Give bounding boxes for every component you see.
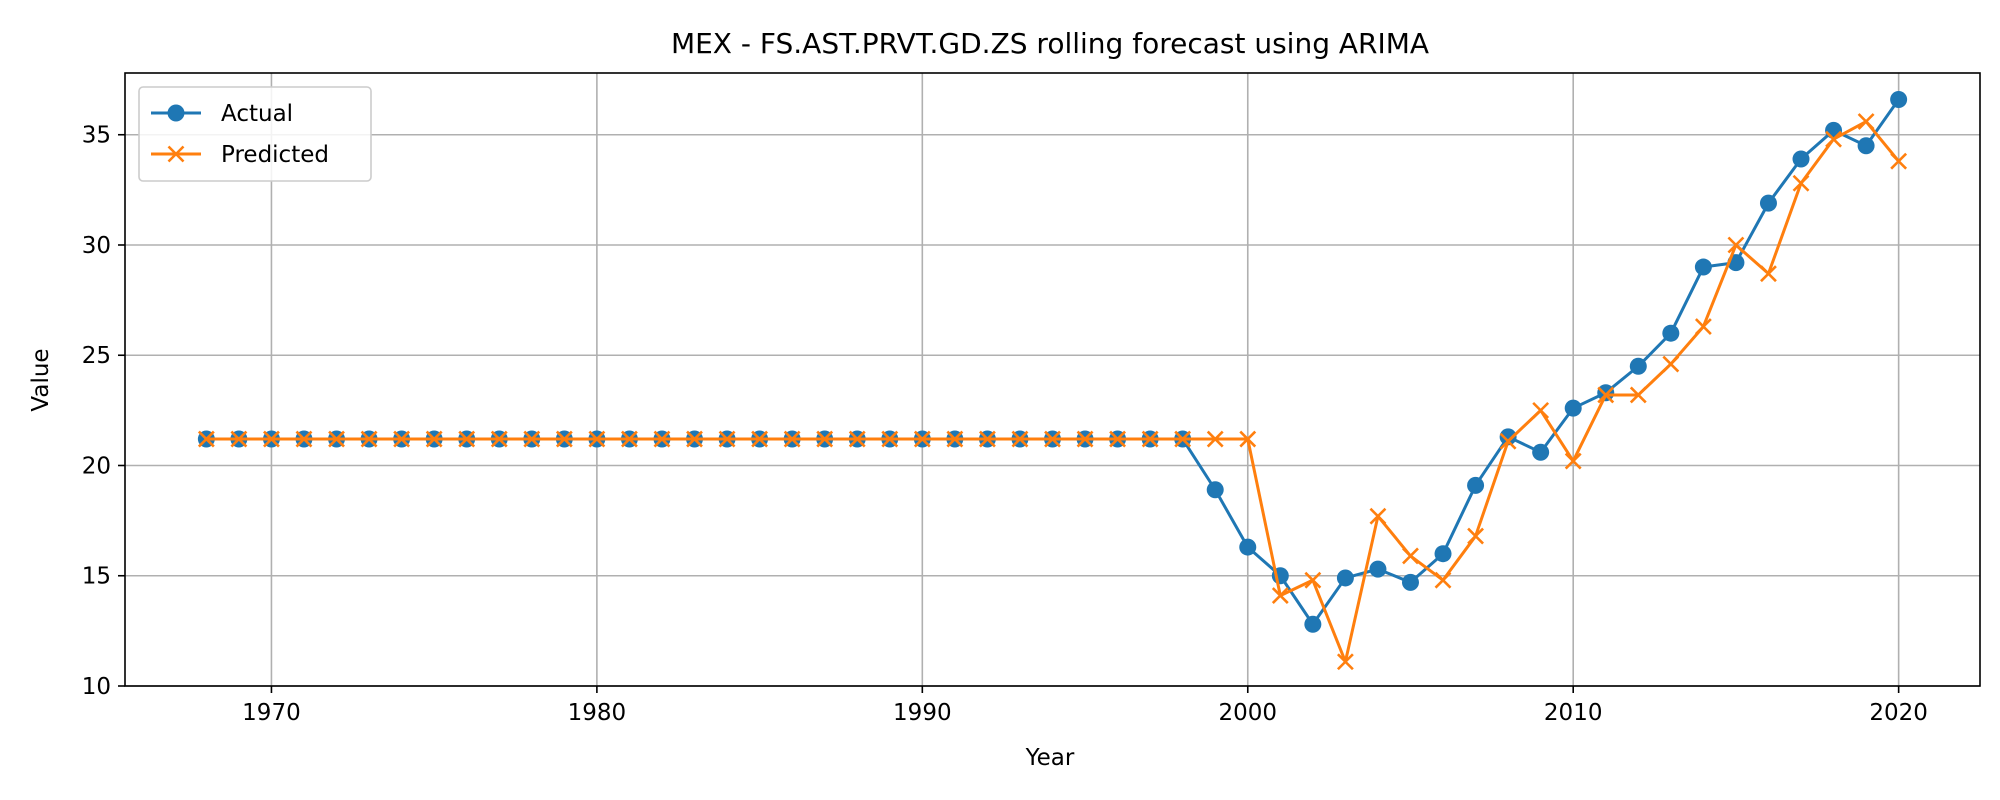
data-point bbox=[263, 430, 280, 448]
data-point bbox=[1402, 547, 1419, 565]
data-point bbox=[621, 430, 638, 448]
x-tick-label: 1990 bbox=[893, 700, 952, 726]
data-point bbox=[1597, 384, 1615, 402]
data-point bbox=[1890, 152, 1908, 170]
x-tick-label: 1970 bbox=[242, 700, 301, 726]
data-point bbox=[848, 430, 866, 448]
data-point bbox=[1499, 432, 1517, 450]
data-point bbox=[1109, 430, 1127, 448]
data-point bbox=[1467, 476, 1485, 494]
data-point bbox=[197, 430, 215, 448]
data-point bbox=[1076, 430, 1094, 448]
data-point bbox=[946, 430, 964, 448]
data-point bbox=[1011, 430, 1029, 448]
data-point bbox=[1336, 653, 1354, 671]
data-point bbox=[1239, 430, 1257, 448]
data-point bbox=[978, 430, 996, 448]
data-point bbox=[881, 430, 899, 448]
data-point bbox=[1434, 545, 1452, 563]
data-point bbox=[1792, 150, 1810, 168]
legend-marker bbox=[167, 104, 185, 122]
data-point bbox=[1369, 560, 1387, 578]
data-point bbox=[1825, 130, 1842, 148]
data-point bbox=[1727, 236, 1745, 254]
data-point bbox=[1792, 174, 1810, 192]
data-point bbox=[686, 430, 703, 448]
data-point bbox=[328, 430, 345, 448]
x-tick-label: 1980 bbox=[568, 700, 627, 726]
data-point bbox=[360, 430, 378, 448]
data-point bbox=[1499, 428, 1517, 446]
data-point bbox=[1206, 481, 1224, 499]
data-point bbox=[1759, 194, 1777, 212]
y-tick-label: 10 bbox=[82, 674, 111, 700]
data-point bbox=[1564, 452, 1582, 470]
data-point bbox=[1662, 355, 1680, 373]
y-tick-label: 30 bbox=[82, 233, 111, 259]
data-point bbox=[1857, 113, 1875, 130]
x-axis-label: Year bbox=[1025, 745, 1075, 771]
data-point bbox=[588, 430, 606, 448]
y-axis-label: Value bbox=[28, 348, 54, 411]
data-point bbox=[230, 430, 248, 448]
data-point bbox=[1857, 137, 1875, 155]
data-point bbox=[1467, 527, 1484, 545]
data-point bbox=[1401, 573, 1419, 591]
y-tick-label: 15 bbox=[82, 564, 111, 590]
data-point bbox=[1564, 399, 1582, 417]
data-point bbox=[1760, 265, 1777, 283]
data-point bbox=[751, 430, 769, 448]
legend-label: Actual bbox=[221, 101, 293, 127]
data-point bbox=[490, 430, 508, 448]
data-point bbox=[393, 430, 411, 448]
legend-item-predicted: Predicted bbox=[151, 142, 329, 168]
data-point bbox=[1141, 430, 1159, 448]
legend-label: Predicted bbox=[221, 142, 329, 168]
data-point bbox=[653, 430, 671, 448]
data-point bbox=[1890, 90, 1908, 108]
data-point bbox=[1662, 324, 1680, 342]
data-point bbox=[425, 430, 443, 448]
series-layer bbox=[197, 90, 1908, 671]
data-point bbox=[816, 430, 834, 448]
chart-title: MEX - FS.AST.PRVT.GD.ZS rolling forecast… bbox=[671, 27, 1429, 60]
legend-box bbox=[138, 86, 372, 182]
data-point bbox=[1629, 357, 1647, 375]
data-point bbox=[1369, 507, 1387, 525]
x-tick-label: 2020 bbox=[1869, 700, 1928, 726]
x-tick-label: 2010 bbox=[1544, 700, 1603, 726]
legend: Actual Predicted bbox=[138, 86, 372, 182]
data-point bbox=[1694, 318, 1712, 335]
series-predicted bbox=[197, 113, 1908, 671]
data-point bbox=[523, 430, 541, 448]
data-point bbox=[1174, 430, 1192, 448]
data-point bbox=[1239, 538, 1257, 556]
data-point bbox=[1336, 569, 1354, 587]
data-point bbox=[1694, 258, 1712, 276]
y-tick-label: 20 bbox=[82, 453, 111, 479]
data-point bbox=[458, 430, 476, 448]
axis-ticks: 1970 1980 1990 2000 2010 2020 10 15 20 25 30 35 bbox=[82, 123, 1928, 726]
data-point bbox=[1434, 571, 1452, 589]
data-point bbox=[1304, 571, 1322, 589]
data-point bbox=[718, 430, 736, 448]
legend-item-actual: Actual bbox=[151, 101, 293, 127]
data-point bbox=[1629, 386, 1647, 404]
x-tick-label: 2000 bbox=[1218, 700, 1277, 726]
y-tick-label: 25 bbox=[82, 343, 111, 369]
data-point bbox=[1044, 430, 1061, 448]
data-point bbox=[1304, 615, 1322, 633]
data-point bbox=[555, 430, 573, 448]
data-point bbox=[1532, 401, 1550, 419]
data-point bbox=[1206, 430, 1224, 448]
data-point bbox=[783, 430, 801, 448]
data-point bbox=[1532, 443, 1550, 461]
data-point bbox=[1597, 386, 1615, 404]
data-point bbox=[913, 430, 931, 448]
data-point bbox=[1271, 587, 1289, 605]
plot-area-frame bbox=[124, 72, 1981, 687]
data-point bbox=[295, 430, 313, 448]
y-tick-label: 35 bbox=[82, 123, 111, 149]
